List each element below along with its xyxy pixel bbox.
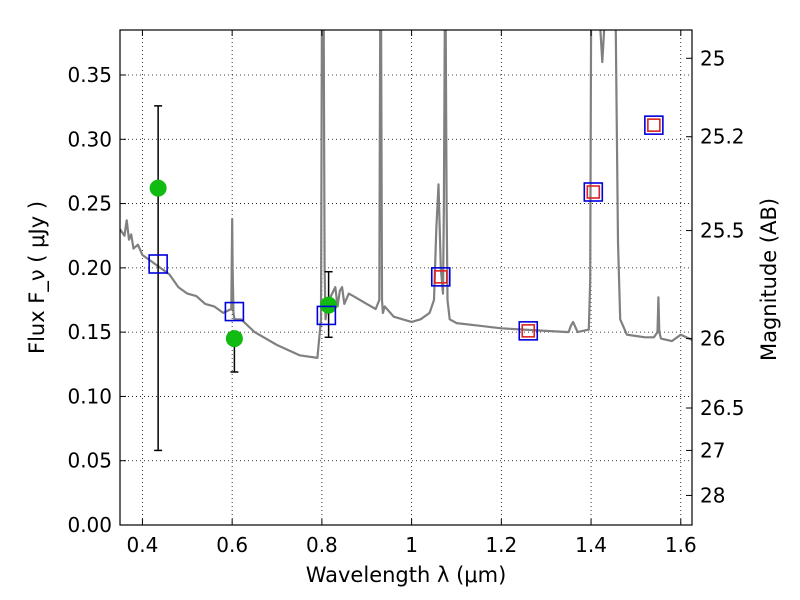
plot-area bbox=[120, 30, 692, 452]
x-tick-label: 1.2 bbox=[485, 533, 517, 557]
y-tick-label: 0.30 bbox=[67, 127, 112, 151]
model-photometry-square bbox=[518, 321, 539, 341]
model-photometry-square bbox=[148, 254, 168, 274]
model-photometry-inner-square bbox=[586, 185, 601, 199]
y-tick-label: 0.20 bbox=[67, 256, 112, 280]
model-photometry-square bbox=[224, 301, 245, 322]
y2-tick-label: 25 bbox=[700, 46, 725, 70]
y-tick-label: 0.35 bbox=[67, 63, 112, 87]
y2-tick-label: 26 bbox=[700, 327, 725, 351]
y-tick-label: 0.05 bbox=[67, 449, 112, 473]
x-tick-label: 0.4 bbox=[127, 533, 159, 557]
y-tick-label: 0.10 bbox=[67, 384, 112, 408]
observed-point bbox=[149, 179, 167, 197]
y-tick-label: 0.25 bbox=[67, 192, 112, 216]
y2-tick-label: 25.2 bbox=[700, 125, 745, 149]
model-photometry-square bbox=[430, 267, 451, 287]
x-tick-label: 1.6 bbox=[665, 533, 697, 557]
y-axis-label: Flux F_ν ( μJy ) bbox=[25, 201, 50, 354]
model-photometry-inner-square bbox=[521, 324, 536, 338]
x-tick-label: 1.4 bbox=[575, 533, 607, 557]
plot-frame bbox=[119, 29, 693, 526]
grid bbox=[120, 30, 692, 526]
x-tick-label: 0.8 bbox=[306, 533, 338, 557]
y2-tick-label: 25.5 bbox=[700, 219, 745, 243]
model-photometry-inner-square bbox=[647, 118, 661, 132]
axis-labels: 0.4 0.6 0.8 1 1.2 1.4 1.6 0.00 0.05 0.10 0.15 0.20 0… bbox=[25, 46, 781, 587]
y2-axis-label: Magnitude (AB) bbox=[757, 198, 781, 361]
x-axis-label: Wavelength λ (μm) bbox=[306, 563, 507, 587]
observed-point bbox=[320, 296, 338, 314]
y-tick-label: 0.00 bbox=[67, 513, 112, 537]
model-spectrum-line bbox=[120, 30, 692, 359]
model-photometry-inner-square bbox=[433, 270, 448, 284]
y-tick-label: 0.15 bbox=[67, 320, 112, 344]
model-photometry-square bbox=[316, 305, 337, 326]
axis-ticks bbox=[120, 30, 692, 526]
x-tick-label: 1 bbox=[405, 533, 418, 557]
model-photometry-square bbox=[644, 115, 664, 135]
y2-tick-label: 28 bbox=[700, 483, 725, 507]
observed-point bbox=[225, 330, 243, 348]
x-tick-label: 0.6 bbox=[216, 533, 248, 557]
model-photometry-square bbox=[583, 182, 604, 202]
y2-tick-label: 26.5 bbox=[700, 396, 745, 420]
y2-tick-label: 27 bbox=[700, 438, 725, 462]
